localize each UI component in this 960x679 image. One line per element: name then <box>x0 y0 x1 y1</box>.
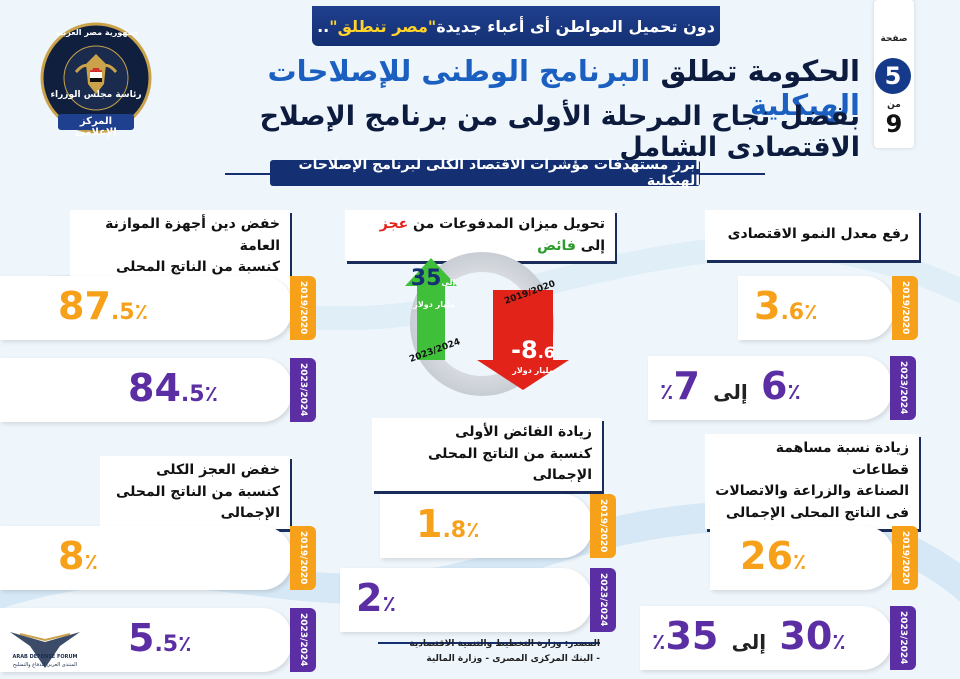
balance-circle-graphic <box>405 252 569 396</box>
cabinet-emblem-logo <box>40 22 152 134</box>
deficit-header: خفض العجز الكلى كنسبة من الناتج المحلى ا… <box>100 456 290 530</box>
balance-red-value: -8.6 <box>511 336 555 364</box>
bar-fill <box>738 276 894 340</box>
period-tab: 2023/2024 <box>590 568 616 632</box>
page-word: صفحة <box>880 34 908 44</box>
deficit-title-line2: كنسبة من الناتج المحلى الإجمالى <box>116 483 280 522</box>
bar-fill <box>0 526 292 590</box>
title-prefix: الحكومة تطلق <box>650 54 860 88</box>
growth-title: رفع معدل النمو الاقتصادى <box>727 226 909 242</box>
page-subtitle: بفضل نجاح المرحلة الأولى من برنامج الإصل… <box>259 101 860 163</box>
growth-base-bar: 2019/2020 3.6٪ <box>738 276 918 340</box>
sectors-title-line1: زيادة نسبة مساهمة قطاعات <box>775 440 909 478</box>
page-current: 5 <box>875 58 911 94</box>
balance-deficit-word: عجز <box>379 216 409 232</box>
source-line2: - البنك المركزى المصرى - وزارة المالية <box>426 654 600 665</box>
bar-fill <box>710 526 894 590</box>
emblem-mid-text: رئاسة مجلس الوزراء <box>50 90 142 100</box>
deficit-target-value: 5.5٪ <box>128 616 192 660</box>
primary-surplus-base-bar: 2019/2020 1.8٪ <box>380 494 618 558</box>
sectors-base-value: 26٪ <box>740 534 807 578</box>
period-tab: 2023/2024 <box>890 356 916 420</box>
sectors-target-value: 30٪ إلى 35٪ <box>652 614 846 658</box>
sectors-title-line3: فى الناتج المحلى الإجمالى <box>725 505 909 522</box>
period-tab: 2019/2020 <box>892 276 918 340</box>
balance-surplus-word: فائض <box>537 237 576 254</box>
watermark-subtitle: المنتدى العربي للدفاع والتسليح <box>12 662 78 668</box>
page-of: من <box>887 100 901 110</box>
period-tab: 2019/2020 <box>290 526 316 590</box>
page-total: 9 <box>885 110 903 138</box>
primary-surplus-header: زيادة الفائض الأولى كنسبة من الناتج المح… <box>372 418 602 492</box>
top-banner-text: دون تحميل المواطن أى أعباء جديدة <box>436 16 715 36</box>
bar-fill <box>0 276 292 340</box>
period-tab: 2023/2024 <box>290 358 316 422</box>
period-tab: 2019/2020 <box>892 526 918 590</box>
page-title: الحكومة تطلق البرنامج الوطنى للإصلاحات ا… <box>150 54 860 122</box>
source-line1: المصدر: وزارة التخطيط والتنمية الاقتصادي… <box>409 639 600 649</box>
bar-fill <box>340 568 592 632</box>
period-tab: 2023/2024 <box>890 606 916 670</box>
top-banner: دون تحميل المواطن أى أعباء جديدة "مصر تن… <box>312 6 720 46</box>
deficit-base-bar: 2019/2020 8٪ <box>0 526 318 590</box>
arab-defense-forum-logo <box>10 632 80 668</box>
balance-green-value: 3 إلى5 <box>410 266 456 291</box>
deficit-base-value: 8٪ <box>58 534 98 578</box>
sectors-title-line2: الصناعة والزراعة والاتصالات <box>715 483 909 500</box>
top-banner-highlight: "مصر تنطلق" <box>329 16 437 36</box>
primary-surplus-title-line2: كنسبة من الناتج المحلى الإجمالى <box>428 445 592 484</box>
growth-target-value: 6٪ إلى 7٪ <box>660 364 801 408</box>
debt-base-bar: 2019/2020 87.5٪ <box>0 276 318 340</box>
balance-red-unit: مليار دولار <box>512 366 554 375</box>
watermark-title: ARAB DEFENSE FORUM <box>12 654 78 660</box>
bar-fill <box>648 356 892 420</box>
sectors-target-bar: 2023/2024 30٪ إلى 35٪ <box>640 606 918 670</box>
period-tab: 2019/2020 <box>290 276 316 340</box>
period-tab: 2019/2020 <box>590 494 616 558</box>
balance-green-unit: مليار دولار <box>413 300 455 309</box>
primary-surplus-base-value: 1.8٪ <box>416 502 480 546</box>
source-divider <box>378 642 600 644</box>
source-note: المصدر: وزارة التخطيط والتنمية الاقتصادي… <box>370 637 600 668</box>
bar-fill <box>640 606 892 670</box>
top-banner-ellipsis: .. <box>317 16 330 36</box>
growth-target-bar: 2023/2024 6٪ إلى 7٪ <box>648 356 918 420</box>
emblem-bottom-text: المركز الإعلامى <box>75 116 117 138</box>
deficit-title-line1: خفض العجز الكلى <box>156 462 280 478</box>
bar-fill <box>0 358 292 422</box>
debt-target-value: 84.5٪ <box>128 366 218 410</box>
section-banner: أبرز مستهدفات مؤشرات الاقتصاد الكلى لبرن… <box>270 157 700 189</box>
debt-base-value: 87.5٪ <box>58 284 148 328</box>
primary-surplus-target-bar: 2023/2024 2٪ <box>340 568 618 632</box>
emblem-top-text: جمهورية مصر العربية <box>55 28 139 37</box>
growth-header: رفع معدل النمو الاقتصادى <box>705 210 919 260</box>
debt-title-line1: خفض دين أجهزة الموازنة العامة <box>105 216 280 254</box>
debt-target-bar: 2023/2024 84.5٪ <box>0 358 318 422</box>
title-highlight: البرنامج الوطنى للإصلاحات الهيكلية <box>267 54 860 122</box>
sectors-header: زيادة نسبة مساهمة قطاعات الصناعة والزراع… <box>705 434 919 529</box>
sectors-base-bar: 2019/2020 26٪ <box>710 526 918 590</box>
period-tab: 2023/2024 <box>290 608 316 672</box>
growth-base-value: 3.6٪ <box>754 284 818 328</box>
bar-fill <box>380 494 592 558</box>
primary-surplus-title-line1: زيادة الفائض الأولى <box>455 424 592 440</box>
primary-surplus-target-value: 2٪ <box>356 576 396 620</box>
